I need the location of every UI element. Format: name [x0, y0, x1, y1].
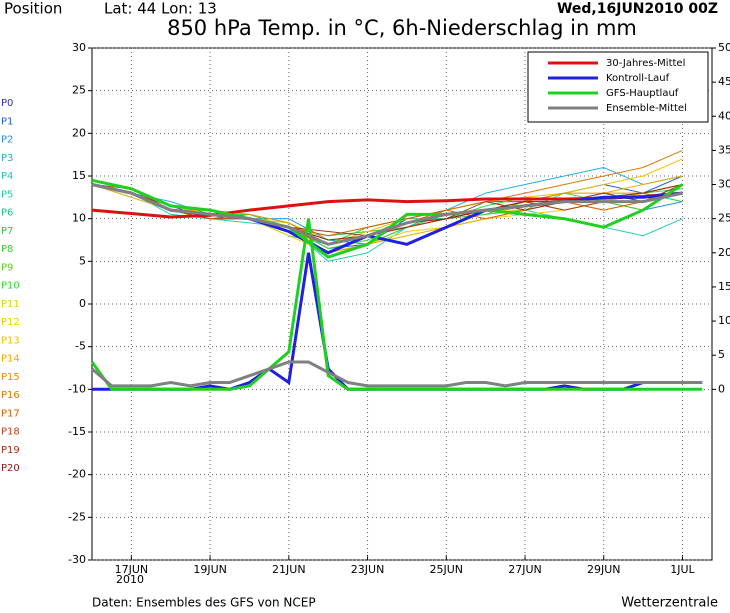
y2-tick-label: 20: [718, 246, 730, 259]
y2-tick-label: 10: [718, 314, 730, 327]
member-label: P20: [1, 463, 20, 474]
member-label: P8: [1, 244, 13, 255]
brand: Wetterzentrale: [621, 596, 718, 610]
run-date: Wed,16JUN2010 00Z: [557, 1, 718, 17]
coords: Lat: 44 Lon: 13: [104, 0, 217, 18]
member-label: P12: [1, 317, 20, 328]
member-label: P15: [1, 372, 20, 383]
precip-line: [90, 218, 703, 391]
x-tick-label: 29JUN: [587, 563, 621, 576]
x-tick-label: 23JUN: [351, 563, 385, 576]
source: Daten: Ensembles des GFS von NCEP: [92, 596, 316, 610]
member-label: P10: [1, 281, 20, 292]
y-tick-label: -5: [75, 340, 86, 353]
y-tick-label: 10: [72, 212, 86, 225]
y2-tick-label: 35: [718, 143, 730, 156]
member-label: P1: [1, 116, 13, 127]
member-label: P19: [1, 445, 20, 456]
member-label: P17: [1, 408, 20, 419]
y2-tick-label: 25: [718, 212, 730, 225]
legend-label: Kontroll-Lauf: [606, 73, 670, 84]
member-label: P6: [1, 208, 13, 219]
y2-tick-label: 0: [718, 382, 725, 395]
member-label: P5: [1, 189, 13, 200]
member-label: P7: [1, 226, 13, 237]
position-label: Position: [4, 0, 62, 18]
member-label: P11: [1, 299, 20, 310]
member-label: P2: [1, 135, 13, 146]
x-tick-label: 25JUN: [430, 563, 464, 576]
y-tick-label: 5: [79, 254, 86, 267]
x-sublabel: 2010: [116, 573, 144, 586]
x-tick-label: 1JUL: [670, 563, 695, 576]
y-tick-label: 30: [72, 41, 86, 54]
member-label: P0: [1, 98, 13, 109]
y-tick-label: 15: [72, 169, 86, 182]
precip-line: [91, 360, 703, 388]
member-label: P3: [1, 153, 13, 164]
y2-tick-label: 30: [718, 178, 730, 191]
y-tick-label: 25: [72, 84, 86, 97]
x-tick-label: 17JUN: [115, 563, 149, 576]
y2-tick-label: 15: [718, 280, 730, 293]
legend-label: Ensemble-Mittel: [606, 103, 687, 114]
y-tick-label: -10: [68, 382, 86, 395]
chart-title: 850 hPa Temp. in °C, 6h-Niederschlag in …: [167, 16, 637, 40]
legend-label: GFS-Hauptlauf: [606, 88, 679, 99]
y-tick-label: 20: [72, 126, 86, 139]
x-tick-label: 27JUN: [508, 563, 542, 576]
member-label: P16: [1, 390, 20, 401]
y-tick-label: 0: [79, 297, 86, 310]
x-tick-label: 21JUN: [272, 563, 306, 576]
y2-tick-label: 40: [718, 109, 730, 122]
y2-tick-label: 45: [718, 75, 730, 88]
member-label: P4: [1, 171, 13, 182]
y2-tick-label: 50: [718, 41, 730, 54]
member-label: P14: [1, 354, 20, 365]
member-label: P9: [1, 262, 13, 273]
y-tick-label: -30: [68, 553, 86, 566]
y-tick-label: -15: [68, 425, 86, 438]
y2-tick-label: 5: [718, 348, 725, 361]
member-label: P18: [1, 427, 20, 438]
temp-line: [91, 183, 683, 246]
x-tick-label: 19JUN: [193, 563, 227, 576]
y-tick-label: -25: [68, 510, 86, 523]
legend-label: 30-Jahres-Mittel: [606, 58, 685, 69]
y-tick-label: -20: [68, 468, 86, 481]
member-label: P13: [1, 335, 20, 346]
